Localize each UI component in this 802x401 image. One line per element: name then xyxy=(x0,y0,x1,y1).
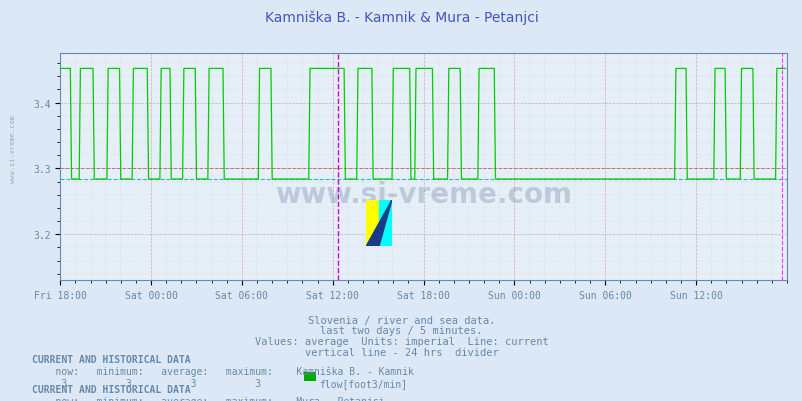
Polygon shape xyxy=(366,200,379,247)
Text: Slovenia / river and sea data.: Slovenia / river and sea data. xyxy=(307,315,495,325)
Polygon shape xyxy=(366,200,391,247)
Polygon shape xyxy=(379,200,391,247)
Text: now:   minimum:   average:   maximum:    Kamniška B. - Kamnik: now: minimum: average: maximum: Kamniška… xyxy=(32,366,414,376)
Text: now:   minimum:   average:   maximum:    Mura - Petanjci: now: minimum: average: maximum: Mura - P… xyxy=(32,396,384,401)
Text: flow[foot3/min]: flow[foot3/min] xyxy=(318,378,407,388)
Text: www.si-vreme.com: www.si-vreme.com xyxy=(275,180,571,209)
Text: www.si-vreme.com: www.si-vreme.com xyxy=(10,114,15,182)
Text: 3          3          3          3: 3 3 3 3 xyxy=(32,378,261,388)
Text: CURRENT AND HISTORICAL DATA: CURRENT AND HISTORICAL DATA xyxy=(32,354,191,364)
Text: Values: average  Units: imperial  Line: current: Values: average Units: imperial Line: cu… xyxy=(254,336,548,346)
Text: CURRENT AND HISTORICAL DATA: CURRENT AND HISTORICAL DATA xyxy=(32,384,191,394)
Text: last two days / 5 minutes.: last two days / 5 minutes. xyxy=(320,326,482,336)
Text: Kamniška B. - Kamnik & Mura - Petanjci: Kamniška B. - Kamnik & Mura - Petanjci xyxy=(265,10,537,24)
Text: vertical line - 24 hrs  divider: vertical line - 24 hrs divider xyxy=(304,347,498,357)
